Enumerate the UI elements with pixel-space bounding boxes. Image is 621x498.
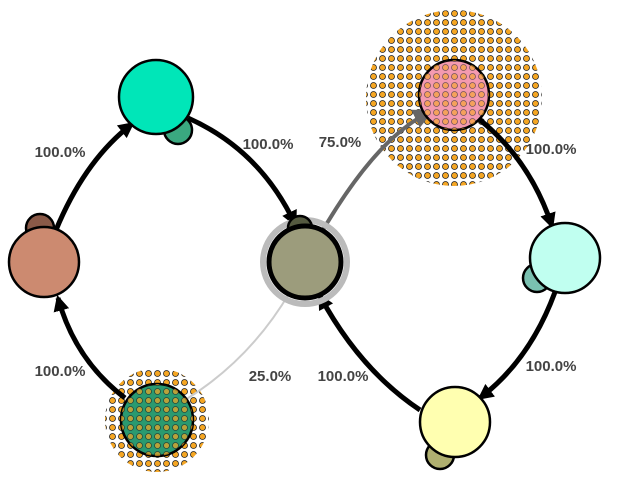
edge — [53, 294, 127, 400]
node — [528, 221, 602, 295]
edge-label: 100.0% — [35, 144, 86, 161]
node — [117, 58, 195, 136]
edge — [317, 293, 422, 413]
node — [418, 385, 492, 459]
edge-label: 100.0% — [35, 363, 86, 380]
edge-label: 75.0% — [319, 134, 362, 151]
node — [7, 225, 81, 299]
edge — [478, 118, 556, 230]
edge-label: 100.0% — [526, 141, 577, 158]
edges — [53, 109, 558, 413]
node-pattern — [419, 60, 489, 130]
edge-label: 100.0% — [526, 358, 577, 375]
nodes — [7, 58, 602, 471]
edge-label: 100.0% — [318, 368, 369, 385]
edge — [53, 122, 135, 231]
edge — [186, 115, 298, 227]
node — [266, 223, 344, 301]
node-pattern — [121, 384, 193, 456]
edge-label: 25.0% — [249, 368, 292, 385]
edge — [184, 291, 291, 401]
edge-label: 100.0% — [243, 136, 294, 153]
edge — [477, 291, 558, 400]
